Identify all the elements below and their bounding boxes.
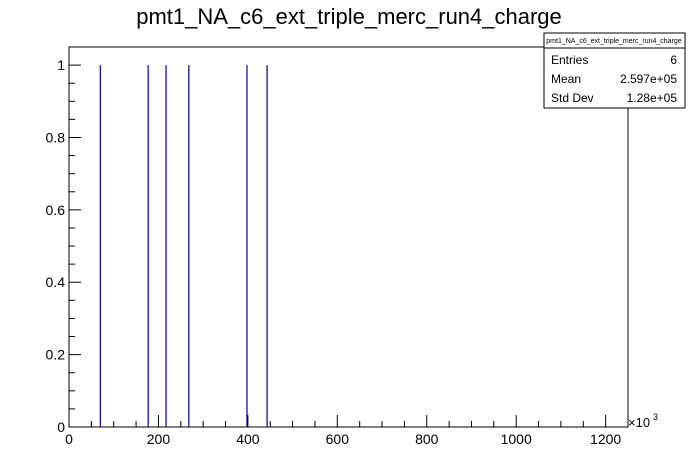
stats-mean-value: 2.597e+05: [620, 72, 677, 86]
x-tick-label-1: 200: [147, 431, 171, 447]
stats-box-border: [543, 32, 686, 109]
stats-box: pmt1_NA_c6_ext_triple_merc_run4_charge E…: [543, 32, 686, 109]
x-tick-label-5: 1000: [501, 431, 532, 447]
stats-entries-label: Entries: [551, 53, 588, 67]
chart-title: pmt1_NA_c6_ext_triple_merc_run4_charge: [136, 4, 562, 29]
stats-stddev-value: 1.28e+05: [627, 91, 678, 105]
plot-frame: [68, 46, 629, 428]
stats-stddev-label: Std Dev: [551, 91, 594, 105]
x-tick-label-6: 1200: [590, 431, 621, 447]
x-axis-exponent: ×10 3: [628, 412, 658, 430]
y-tick-label-5: 1: [57, 57, 65, 73]
histogram-bars: [99, 65, 268, 427]
x-tick-label-3: 600: [326, 431, 350, 447]
stats-box-title: pmt1_NA_c6_ext_triple_merc_run4_charge: [546, 38, 682, 45]
x-tick-label-2: 400: [236, 431, 260, 447]
stats-mean-label: Mean: [551, 72, 581, 86]
y-tick-label-4: 0.8: [46, 129, 66, 145]
axes: 0 0.2 0.4 0.6 0.8 1 0 200 400 600 800 1000 1200: [46, 46, 629, 447]
y-tick-label-1: 0.2: [46, 347, 66, 363]
y-tick-label-2: 0.4: [46, 274, 66, 290]
y-tick-label-0: 0: [57, 419, 65, 435]
x-exponent-power: 3: [653, 412, 658, 422]
x-exponent-base: ×10: [628, 415, 650, 430]
y-tick-label-3: 0.6: [46, 202, 66, 218]
x-tick-label-4: 800: [415, 431, 439, 447]
plot-area-border: [68, 46, 629, 428]
x-tick-label-0: 0: [65, 431, 73, 447]
stats-entries-value: 6: [670, 53, 677, 67]
